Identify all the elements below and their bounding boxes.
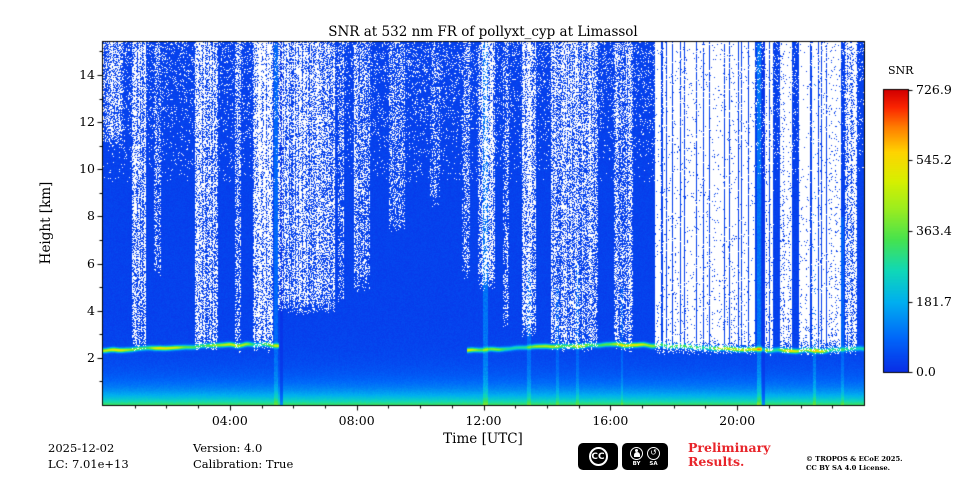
footer-calibration: Calibration: True (193, 457, 294, 471)
colorbar-tick-label: 726.9 (916, 82, 952, 97)
footer-lidar-constant: LC: 7.01e+13 (48, 457, 129, 471)
chart-title: SNR at 532 nm FR of pollyxt_cyp at Limas… (328, 24, 638, 40)
y-tick-label: 10 (79, 161, 95, 177)
cc-badge: CC (578, 443, 618, 470)
person-icon (632, 448, 641, 458)
x-tick-label: 12:00 (465, 413, 502, 428)
x-tick-label: 08:00 (338, 413, 375, 428)
license-line1: © TROPOS & ECoE 2025. (806, 455, 903, 463)
y-axis-label: Height [km] (38, 181, 54, 265)
cc-icon-label: CC (591, 451, 605, 462)
by-person-icon (630, 446, 643, 460)
footer-date: 2025-12-02 (48, 441, 115, 455)
cc-icon: CC (588, 447, 608, 466)
y-tick-label: 14 (79, 67, 95, 82)
x-tick-label: 16:00 (592, 413, 629, 428)
y-tick-label: 8 (87, 208, 95, 224)
colorbar-tick-label: 363.4 (916, 223, 952, 239)
license-line2: CC BY SA 4.0 License. (806, 463, 891, 472)
preliminary-note: Preliminary Results. (688, 441, 770, 469)
colorbar-tick-label: 181.7 (916, 293, 952, 309)
preliminary-line1: Preliminary (688, 440, 771, 455)
colorbar-tick-label: 0.0 (916, 364, 936, 379)
y-tick-label: 12 (79, 114, 95, 130)
sa-sharealike-block: ↺ SA (647, 446, 660, 467)
x-tick-label: 04:00 (211, 413, 248, 428)
y-tick-label: 4 (87, 302, 95, 318)
sa-arrow-icon: ↺ (647, 446, 660, 460)
preliminary-line2: Results. (688, 454, 745, 469)
by-attribution-block: BY (630, 446, 643, 467)
by-label: BY (632, 460, 641, 467)
cc-by-sa-badge: BY ↺ SA (622, 443, 668, 470)
colorbar-label: SNR (888, 64, 914, 77)
footer-version: Version: 4.0 (193, 441, 263, 455)
x-axis-label: Time [UTC] (443, 431, 523, 447)
sa-label: SA (649, 460, 658, 467)
colorbar-tick-label: 545.2 (916, 152, 952, 168)
y-tick-label: 6 (87, 255, 95, 271)
x-tick-label: 20:00 (719, 413, 756, 428)
license-note: © TROPOS & ECoE 2025. CC BY SA 4.0 Licen… (806, 455, 903, 472)
y-tick-label: 2 (87, 349, 95, 365)
